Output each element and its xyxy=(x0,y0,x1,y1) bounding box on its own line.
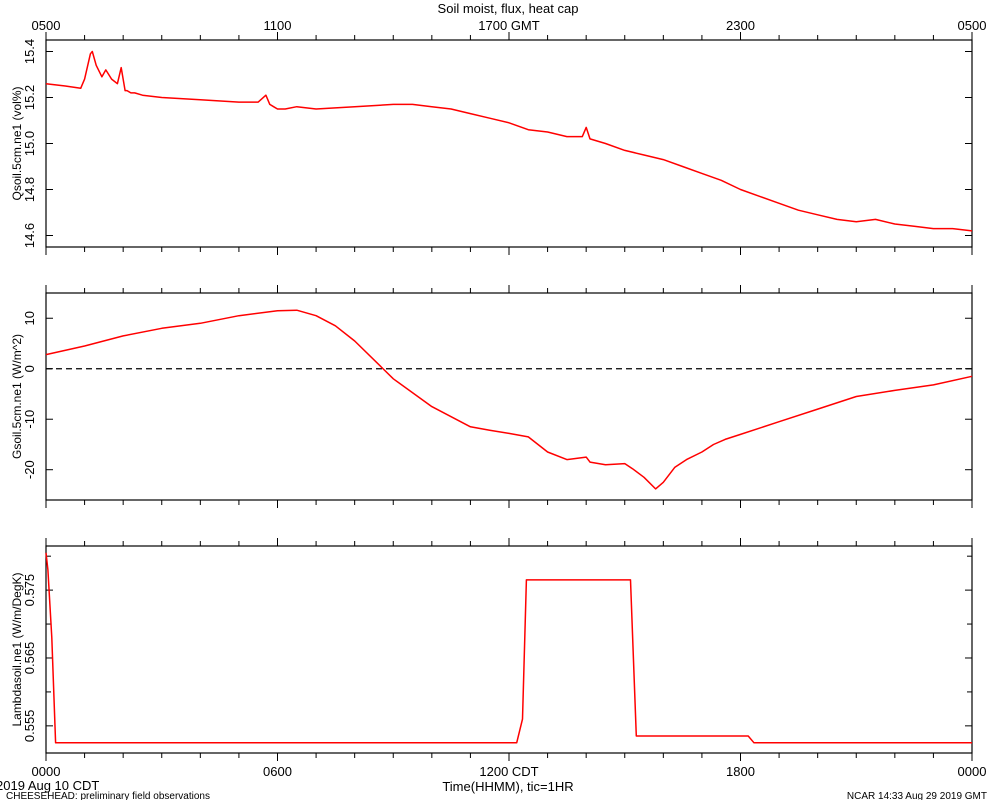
y-tick-label: 0.575 xyxy=(22,574,37,607)
soil-moisture-panel: 14.6 14.8 15.0 15.2 15.4 Qsoil.5cm.ne1 (vol%) xyxy=(10,32,973,255)
top-tick-label: 1100 xyxy=(264,18,292,33)
plot-frame xyxy=(45,545,973,754)
soil-heat-flux-panel: -20 -10 0 10 Gsoil.5cm.ne1 (W/m^2) xyxy=(10,285,973,508)
y-tick-label: 0.555 xyxy=(22,710,37,743)
y-axis-label: Gsoil.5cm.ne1 (W/m^2) xyxy=(10,334,24,459)
plot-frame xyxy=(45,39,973,248)
y-tick-label: 15.2 xyxy=(22,85,37,110)
plot-frame xyxy=(45,292,973,501)
footer-left-note: CHEESEHEAD: preliminary field observatio… xyxy=(6,791,210,800)
bottom-time-axis: 0000 0600 1200 CDT 1800 0000 xyxy=(32,764,987,779)
y-tick-label: 10 xyxy=(22,311,37,325)
bottom-tick-label: 1800 xyxy=(726,764,755,779)
y-axis-label: Qsoil.5cm.ne1 (vol%) xyxy=(10,86,24,200)
top-tick-label: 0500 xyxy=(32,18,61,33)
bottom-tick-label: 0000 xyxy=(958,764,987,779)
y-tick-label: 15.4 xyxy=(22,39,37,64)
footer-right-note: NCAR 14:33 Aug 29 2019 GMT xyxy=(847,791,987,800)
bottom-axis-title: Time(HHMM), tic=1HR xyxy=(442,779,573,794)
top-tick-label: 2300 xyxy=(726,18,755,33)
top-tick-label: 1700 GMT xyxy=(478,18,539,33)
y-tick-label: 14.8 xyxy=(22,177,37,202)
top-tick-label: 0500 xyxy=(958,18,987,33)
data-series-line xyxy=(45,309,973,490)
data-series-line xyxy=(45,50,973,232)
y-axis-label: Lambdasoil.ne1 (W/m/DegK) xyxy=(10,572,24,726)
y-tick-label: 15.0 xyxy=(22,131,37,156)
y-tick-label: -10 xyxy=(22,410,37,429)
y-tick-label: 14.6 xyxy=(22,223,37,248)
y-tick-label: -20 xyxy=(22,460,37,479)
bottom-tick-label: 1200 CDT xyxy=(479,764,538,779)
data-series-line xyxy=(45,552,972,744)
y-tick-label: 0.565 xyxy=(22,642,37,675)
chart-title: Soil moist, flux, heat cap xyxy=(438,1,579,16)
y-tick-label: 0 xyxy=(22,365,37,372)
date-label: 2019 Aug 10 CDT xyxy=(0,778,99,793)
bottom-tick-label: 0600 xyxy=(263,764,292,779)
top-time-axis: 0500 1100 1700 GMT 2300 0500 xyxy=(32,18,987,33)
bottom-tick-label: 0000 xyxy=(32,764,61,779)
